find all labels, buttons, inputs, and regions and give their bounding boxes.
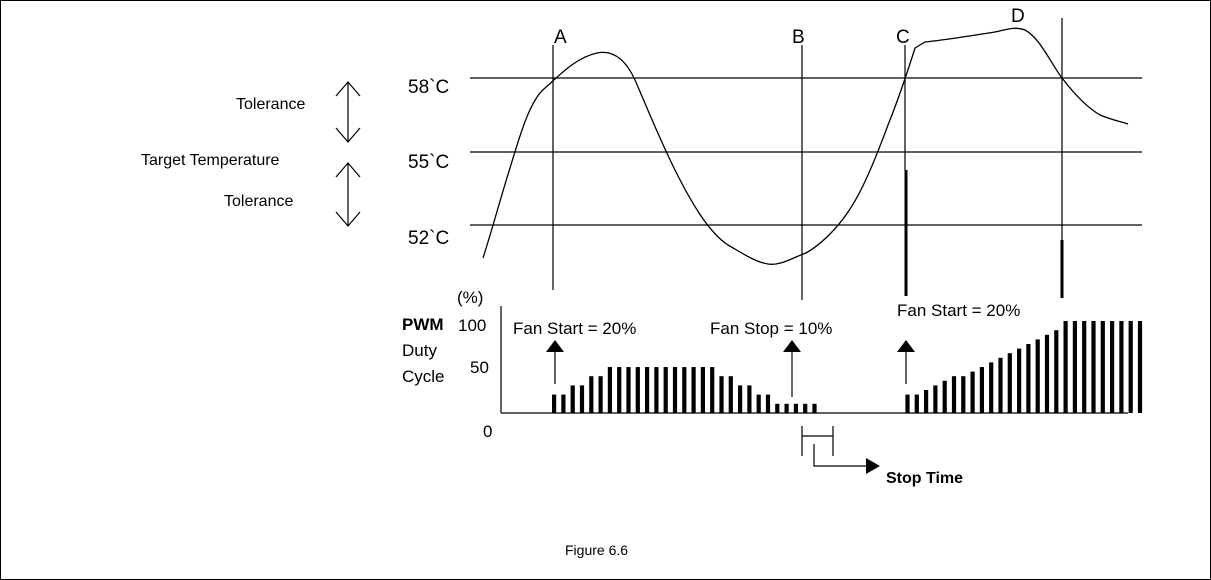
pwm-bar	[970, 371, 975, 413]
pwm-bar	[691, 367, 696, 413]
pwm-bar	[933, 385, 938, 413]
pwm-bar	[1072, 321, 1077, 413]
pwm-bar	[793, 403, 798, 413]
figure-caption: Figure 6.6	[565, 542, 628, 558]
pwm-bar	[1128, 321, 1133, 413]
pwm-bar	[942, 380, 947, 413]
temp-label-58: 58`C	[408, 77, 449, 98]
fan-stop-label: Fan Stop = 10%	[710, 319, 832, 338]
tolerance-lower-label: Tolerance	[224, 193, 293, 210]
tolerance-upper-arrow-icon	[335, 81, 361, 143]
pwm-bar	[617, 367, 622, 413]
pwm-bar	[756, 394, 761, 413]
pwm-bar	[552, 394, 557, 413]
pwm-bar	[579, 385, 585, 413]
pwm-title-line1: PWM	[402, 315, 444, 334]
pwm-bar	[1017, 348, 1022, 413]
pwm-bar	[589, 376, 594, 413]
target-temperature-label: Target Temperature	[141, 152, 280, 169]
stop-time-arrow-icon	[866, 458, 880, 474]
fan-start-label-1: Fan Start = 20%	[513, 319, 636, 338]
pwm-bar	[784, 403, 789, 413]
tolerance-lower-arrow-icon	[335, 162, 361, 227]
marker-label-c: C	[896, 27, 910, 48]
pwm-bar	[803, 403, 808, 413]
pwm-bar	[998, 357, 1003, 413]
pwm-bar	[561, 394, 566, 413]
pwm-tick-0: 0	[483, 422, 492, 441]
pwm-bar	[1044, 334, 1050, 413]
pwm-bar	[775, 403, 780, 413]
temperature-curve	[482, 27, 1129, 265]
pwm-title-line2: Duty	[402, 341, 437, 360]
pwm-bar	[1091, 321, 1096, 413]
pwm-bar	[626, 367, 631, 413]
stop-time-label: Stop Time	[886, 470, 963, 487]
pwm-bar	[710, 367, 715, 413]
pwm-title-line3: Cycle	[402, 367, 445, 386]
pwm-bar	[765, 394, 771, 413]
marker-label-d: D	[1011, 6, 1025, 27]
pwm-bar	[607, 367, 612, 413]
fan-start-arrow-1-icon	[546, 340, 564, 384]
pwm-bar	[989, 362, 994, 413]
pwm-tick-100: 100	[458, 316, 486, 335]
pwm-bar	[570, 385, 575, 413]
pwm-bar	[1063, 321, 1068, 413]
tolerance-upper-label: Tolerance	[236, 96, 305, 113]
pwm-bar	[905, 394, 910, 413]
pwm-bar	[654, 367, 659, 413]
pwm-unit-label: (%)	[457, 288, 483, 307]
pwm-bar	[914, 394, 919, 413]
temp-label-55: 55`C	[408, 152, 449, 173]
pwm-bar	[1007, 353, 1012, 413]
pwm-bar	[1035, 339, 1040, 413]
pwm-bar	[979, 367, 984, 413]
pwm-bar	[747, 385, 752, 413]
pwm-bar	[635, 367, 640, 413]
pwm-bar	[1119, 321, 1124, 413]
fan-start-arrow-2-icon	[897, 340, 915, 384]
pwm-bar	[1054, 330, 1059, 413]
pwm-bar	[1082, 321, 1087, 413]
pwm-bar	[672, 367, 678, 413]
pwm-bars	[552, 321, 1143, 413]
pwm-bar	[924, 390, 929, 413]
pwm-bar	[700, 367, 705, 413]
marker-label-a: A	[554, 27, 567, 48]
pwm-bar	[812, 403, 817, 413]
pwm-bar	[738, 385, 743, 413]
pwm-bar	[598, 376, 603, 413]
pwm-bar	[663, 367, 668, 413]
pwm-bar	[728, 376, 733, 413]
pwm-bar	[1137, 321, 1143, 413]
pwm-bar	[961, 376, 966, 413]
fan-start-label-2: Fan Start = 20%	[897, 301, 1020, 320]
pwm-bar	[645, 367, 650, 413]
pwm-bar	[1100, 321, 1105, 413]
stop-time-bracket	[801, 426, 868, 467]
fan-stop-arrow-icon	[783, 340, 801, 397]
pwm-bar	[1110, 321, 1115, 413]
pwm-bar	[951, 376, 957, 413]
pwm-bar	[1026, 344, 1031, 413]
pwm-tick-50: 50	[470, 358, 489, 377]
pwm-bar	[719, 376, 724, 413]
marker-label-b: B	[792, 27, 805, 48]
temp-label-52: 52`C	[408, 228, 449, 249]
pwm-bar	[682, 367, 687, 413]
